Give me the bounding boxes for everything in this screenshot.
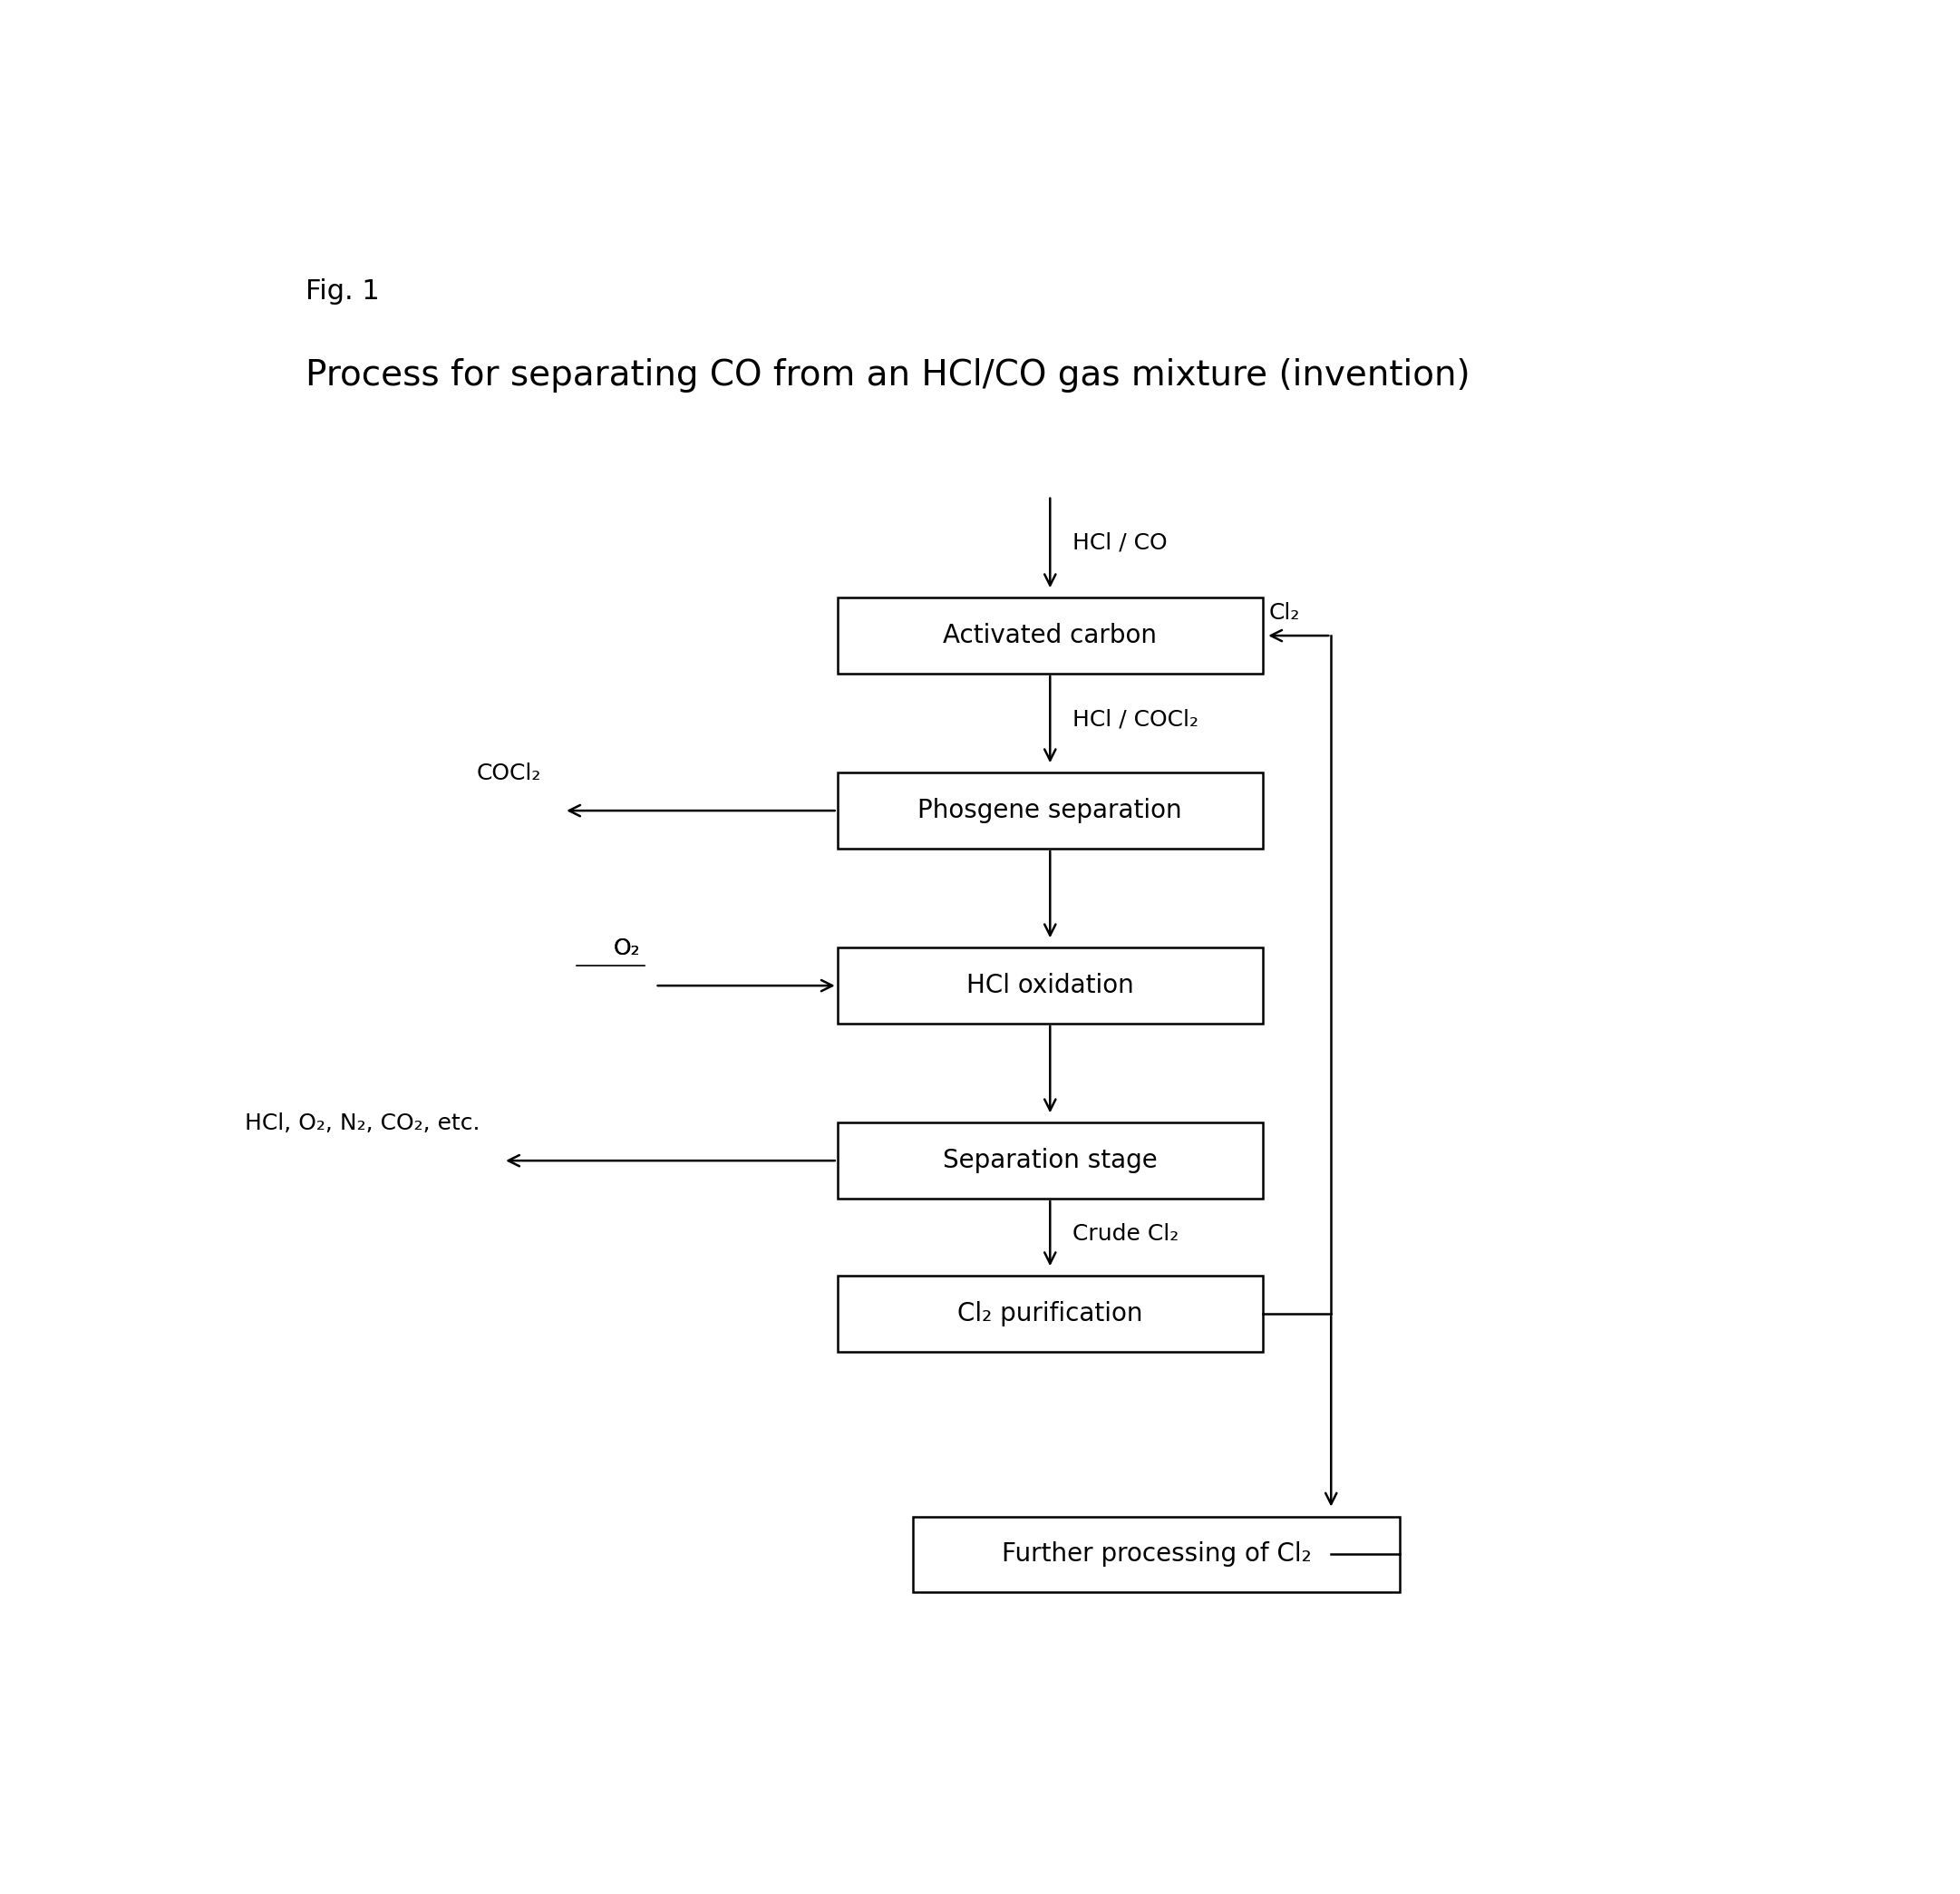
Bar — [837, 1277, 1262, 1352]
Text: HCl oxidation: HCl oxidation — [966, 974, 1133, 998]
Text: Activated carbon: Activated carbon — [943, 623, 1156, 648]
Bar — [837, 599, 1262, 674]
Text: Further processing of Cl₂: Further processing of Cl₂ — [1002, 1542, 1311, 1566]
Text: O₂: O₂ — [613, 938, 639, 960]
Text: Cl₂ purification: Cl₂ purification — [956, 1301, 1143, 1326]
Text: HCl / COCl₂: HCl / COCl₂ — [1072, 708, 1200, 731]
Bar — [837, 947, 1262, 1023]
Text: HCl / CO: HCl / CO — [1072, 532, 1168, 553]
Text: HCl, O₂, N₂, CO₂, etc.: HCl, O₂, N₂, CO₂, etc. — [245, 1112, 480, 1135]
Text: Phosgene separation: Phosgene separation — [917, 797, 1182, 824]
Text: Fig. 1: Fig. 1 — [306, 278, 380, 305]
Text: Separation stage: Separation stage — [943, 1148, 1158, 1174]
Text: Process for separating CO from an HCl/CO gas mixture (invention): Process for separating CO from an HCl/CO… — [306, 358, 1470, 392]
Text: Crude Cl₂: Crude Cl₂ — [1072, 1224, 1180, 1244]
Bar — [913, 1517, 1399, 1593]
Bar — [837, 773, 1262, 849]
Bar — [837, 1123, 1262, 1199]
Text: Cl₂: Cl₂ — [1268, 602, 1299, 623]
Text: O₂: O₂ — [613, 938, 639, 960]
Text: COCl₂: COCl₂ — [476, 763, 541, 784]
